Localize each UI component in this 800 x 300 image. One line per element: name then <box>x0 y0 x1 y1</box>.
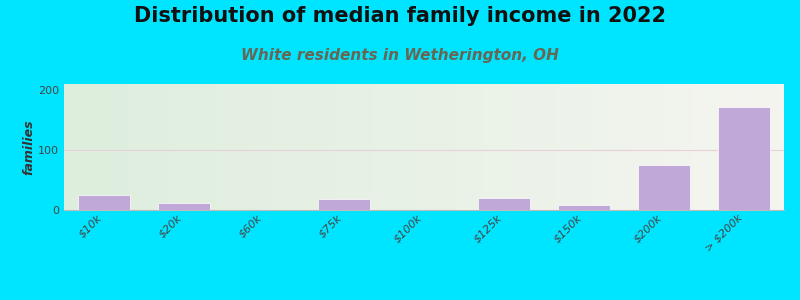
Bar <box>478 198 530 210</box>
Bar <box>638 165 690 210</box>
Bar <box>78 195 130 210</box>
Text: Distribution of median family income in 2022: Distribution of median family income in … <box>134 6 666 26</box>
Text: White residents in Wetherington, OH: White residents in Wetherington, OH <box>241 48 559 63</box>
Bar <box>318 199 370 210</box>
Bar <box>718 107 770 210</box>
Bar <box>158 203 210 210</box>
Y-axis label: families: families <box>22 119 35 175</box>
Bar <box>558 205 610 210</box>
